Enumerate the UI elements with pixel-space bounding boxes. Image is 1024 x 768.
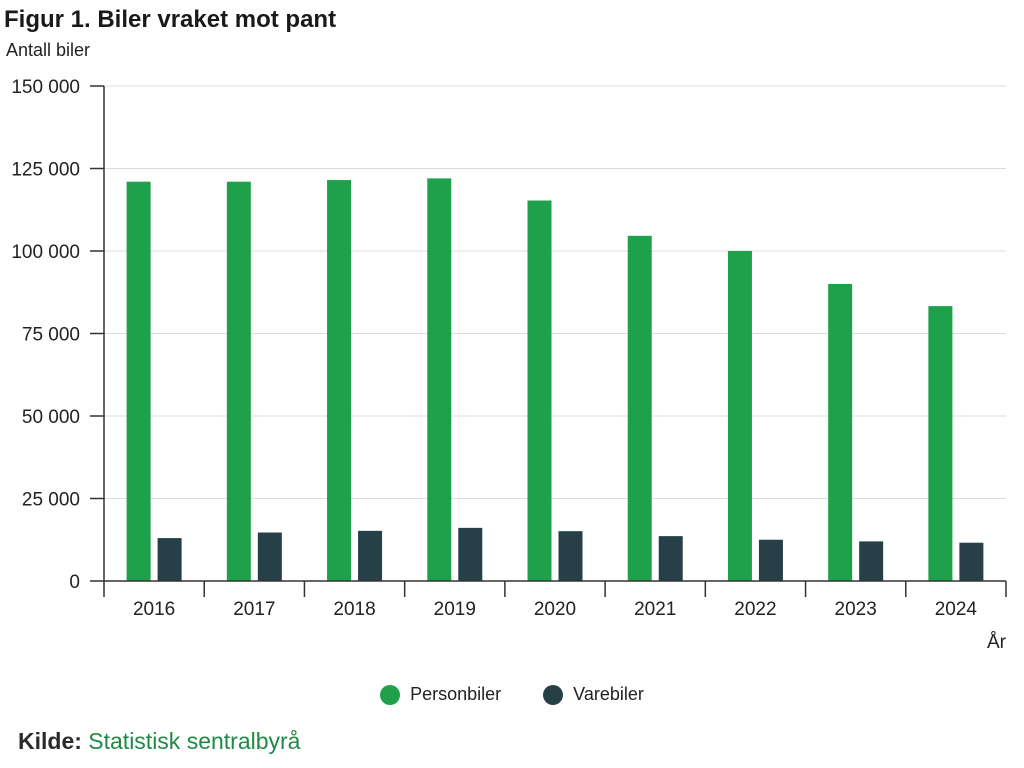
bar-varebiler-2016[interactable]	[157, 538, 182, 581]
y-tick-label: 50 000	[22, 407, 80, 428]
bar-varebiler-2020[interactable]	[558, 531, 583, 581]
bar-varebiler-2019[interactable]	[458, 527, 483, 581]
legend-swatch-varebiler	[543, 684, 564, 705]
x-tick-label: 2020	[534, 599, 576, 620]
legend: Personbiler Varebiler	[0, 684, 1024, 705]
x-tick-label: 2017	[233, 599, 275, 620]
y-tick-label: 100 000	[11, 242, 80, 263]
source-line: Kilde: Statistisk sentralbyrå	[18, 728, 300, 755]
legend-label-varebiler: Varebiler	[573, 684, 644, 704]
legend-item-personbiler[interactable]: Personbiler	[380, 684, 501, 705]
y-tick-label: 75 000	[22, 325, 80, 346]
x-tick-label: 2024	[935, 599, 978, 620]
x-tick-label: 2018	[333, 599, 375, 620]
bar-chart: 0 25 000 50 000 75 000 100 000 125 000 150 000…	[11, 77, 1007, 653]
bar-personbiler-2019[interactable]	[427, 178, 452, 581]
bar-personbiler-2017[interactable]	[226, 181, 251, 581]
bars	[126, 178, 984, 582]
y-axis-ticks: 0 25 000 50 000 75 000 100 000 125 000 150 000	[11, 77, 104, 593]
x-tick-label: 2019	[434, 599, 476, 620]
bar-varebiler-2023[interactable]	[859, 541, 884, 581]
y-tick-label: 125 000	[11, 160, 80, 181]
legend-swatch-personbiler	[380, 684, 401, 705]
bar-personbiler-2016[interactable]	[126, 181, 151, 581]
bar-personbiler-2023[interactable]	[828, 284, 853, 581]
bar-varebiler-2021[interactable]	[658, 536, 683, 581]
x-tick-label: 2016	[133, 599, 175, 620]
x-tick-label: 2021	[634, 599, 676, 620]
x-tick-label: 2023	[835, 599, 877, 620]
x-axis-ticks: 2016 2017 2018 2019 2020 2021 2022 2023 2024	[103, 581, 1007, 620]
source-label: Kilde:	[18, 728, 82, 754]
axes	[103, 86, 1006, 582]
bar-personbiler-2018[interactable]	[327, 180, 352, 582]
bar-varebiler-2024[interactable]	[959, 542, 984, 581]
chart-title: Figur 1. Biler vraket mot pant	[4, 6, 337, 33]
y-axis-label: Antall biler	[6, 40, 91, 60]
y-tick-label: 0	[69, 572, 80, 593]
legend-label-personbiler: Personbiler	[410, 684, 502, 704]
bar-varebiler-2022[interactable]	[758, 539, 783, 581]
x-axis-label: År	[987, 632, 1007, 653]
bar-varebiler-2017[interactable]	[257, 532, 282, 581]
x-tick-label: 2022	[734, 599, 776, 620]
bar-personbiler-2020[interactable]	[527, 200, 552, 581]
legend-item-varebiler[interactable]: Varebiler	[543, 684, 644, 705]
bar-varebiler-2018[interactable]	[358, 530, 383, 581]
y-tick-label: 25 000	[22, 490, 80, 511]
bar-personbiler-2024[interactable]	[928, 306, 953, 581]
source-link[interactable]: Statistisk sentralbyrå	[88, 728, 301, 754]
gridlines	[104, 85, 1006, 499]
bar-personbiler-2021[interactable]	[627, 235, 652, 581]
y-tick-label: 150 000	[11, 77, 80, 98]
bar-personbiler-2022[interactable]	[727, 251, 752, 581]
